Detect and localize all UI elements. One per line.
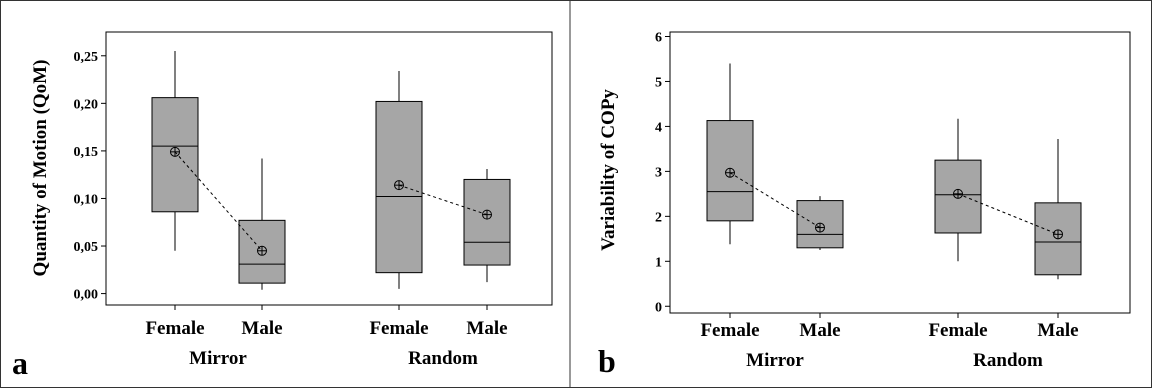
mean-connector	[174, 151, 263, 252]
y-tick-label: 6	[655, 30, 662, 45]
y-tick-label: 0,25	[74, 50, 99, 65]
category-label: Female	[928, 320, 987, 341]
group-label: Random	[973, 350, 1043, 371]
y-tick-label: 0,00	[74, 288, 99, 303]
y-tick-label: 4	[655, 120, 662, 135]
y-tick-label: 0,20	[74, 97, 99, 112]
category-label: Female	[369, 318, 428, 339]
category-label: Female	[700, 320, 759, 341]
y-tick-label: 0	[655, 300, 662, 315]
y-tick-label: 1	[655, 255, 662, 270]
y-tick-label: 2	[655, 210, 662, 225]
y-axis-title-a: Quantity of Motion (QoM)	[30, 60, 51, 277]
group-label: Random	[408, 348, 478, 369]
panel-a: 0,000,050,100,150,200,25 Female Male Femal…	[12, 31, 553, 381]
y-tick-label: 3	[655, 165, 662, 180]
mean-lines-a	[174, 151, 488, 252]
category-label: Female	[145, 318, 204, 339]
panel-letter-a: a	[12, 345, 28, 381]
category-label: Male	[466, 318, 507, 339]
y-axis-ticks-b: 0 1 2 3 4 5 6	[655, 30, 670, 315]
y-axis-ticks-a: 0,00 0,05 0,10 0,15 0,20 0,25	[74, 50, 106, 303]
y-axis-title-b: Variability of COPy	[598, 89, 619, 251]
y-tick-label: 0,05	[74, 240, 99, 255]
mean-lines-b	[729, 172, 1059, 235]
category-labels-b: Female Male Female Male	[700, 313, 1079, 341]
plot-area-b	[669, 31, 1131, 314]
group-label: Mirror	[189, 348, 247, 369]
group-labels-b: Mirror Random	[746, 350, 1043, 371]
group-label: Mirror	[746, 350, 804, 371]
y-tick-label: 5	[655, 75, 662, 90]
category-label: Male	[1037, 320, 1078, 341]
panel-letter-b: b	[598, 343, 616, 379]
category-label: Male	[799, 320, 840, 341]
means-b	[725, 167, 1063, 240]
boxes-b	[706, 63, 1082, 280]
group-labels-a: Mirror Random	[189, 348, 478, 369]
category-labels-a: Female Male Female Male	[145, 305, 508, 339]
box	[375, 100, 423, 274]
boxes-a	[151, 51, 511, 290]
y-tick-label: 0,10	[74, 192, 99, 207]
means-a	[170, 146, 492, 256]
panel-b: 0 1 2 3 4 5 6 Female Male Female Male Mirror Rando…	[598, 30, 1131, 379]
plot-area-a	[105, 31, 553, 306]
box	[463, 178, 511, 266]
category-label: Male	[241, 318, 282, 339]
y-tick-label: 0,15	[74, 145, 99, 160]
